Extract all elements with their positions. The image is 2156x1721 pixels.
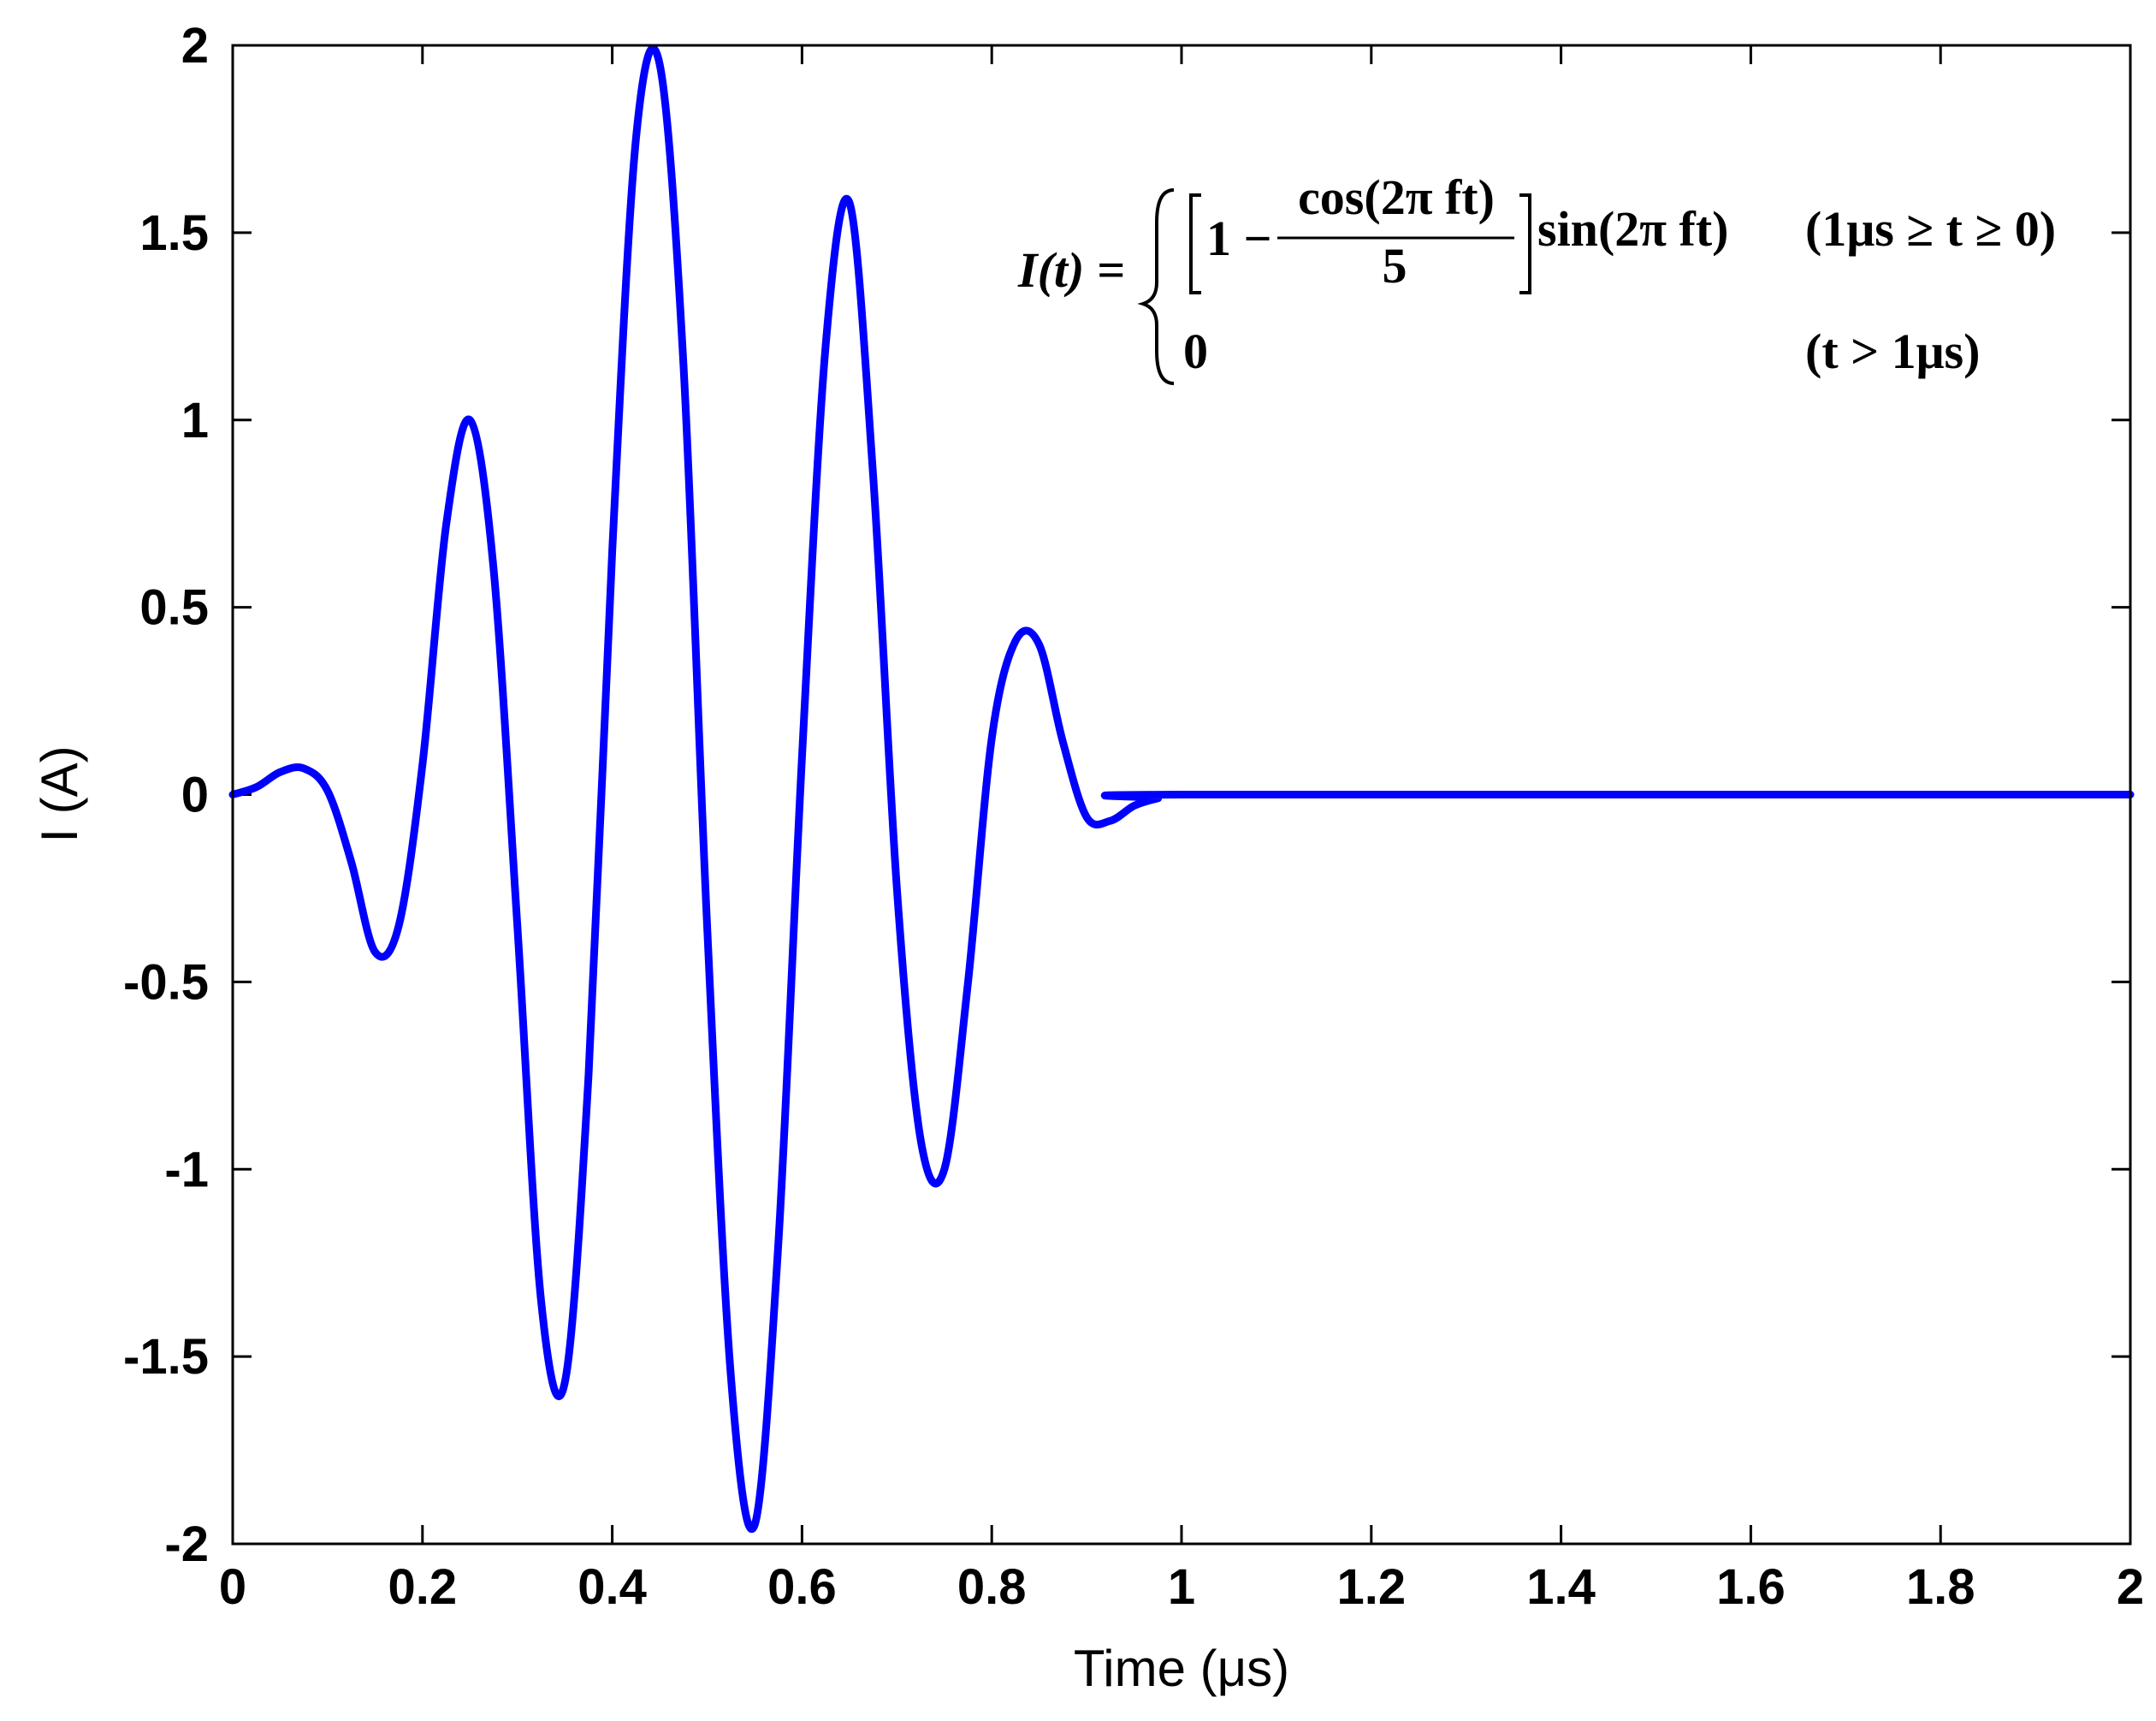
x-tick-label: 1.8 bbox=[1906, 1559, 1975, 1615]
equation-brace bbox=[1137, 188, 1175, 385]
y-tick-label: -2 bbox=[164, 1516, 209, 1572]
equation-condition-1: (1μs ≥ t ≥ 0) bbox=[1805, 201, 2056, 257]
y-tick-label: 1 bbox=[181, 393, 209, 448]
x-tick-label: 1.2 bbox=[1336, 1559, 1406, 1615]
y-axis-label: I (A) bbox=[31, 745, 88, 842]
equation-annotation: I(t) = 1 − cos(2π ft) 5 sin(2π ft) (1μs … bbox=[1017, 169, 2056, 385]
x-tick-label: 2 bbox=[2117, 1559, 2144, 1615]
equation-right-bracket bbox=[1519, 193, 1531, 294]
y-tick-label: 1.5 bbox=[139, 205, 209, 261]
plot-frame bbox=[231, 44, 2132, 1546]
equation-lhs: I(t) = bbox=[1017, 242, 1125, 298]
equation-left-bracket bbox=[1189, 193, 1201, 294]
x-tick-label: 0 bbox=[219, 1559, 246, 1615]
equation-case-2-value: 0 bbox=[1183, 323, 1208, 379]
y-tick-label: -0.5 bbox=[123, 954, 209, 1010]
equation-denominator: 5 bbox=[1383, 238, 1407, 294]
x-tick-label: 0.8 bbox=[957, 1559, 1027, 1615]
y-tick-label: 2 bbox=[181, 18, 209, 74]
equation-condition-2: (t > 1μs) bbox=[1805, 323, 1980, 379]
x-tick-label: 1.6 bbox=[1716, 1559, 1786, 1615]
series-line bbox=[228, 45, 2135, 1534]
y-tick-label: -1.5 bbox=[123, 1329, 209, 1385]
equation-sine-term: sin(2π ft) bbox=[1537, 201, 1728, 257]
x-tick-label: 0.6 bbox=[767, 1559, 837, 1615]
y-tick-label: -1 bbox=[164, 1142, 209, 1197]
x-tick-label: 0.4 bbox=[578, 1559, 647, 1615]
x-tick-label: 1.4 bbox=[1526, 1559, 1596, 1615]
equation-numerator: cos(2π ft) bbox=[1298, 169, 1495, 225]
equation-one-minus: 1 − bbox=[1206, 211, 1272, 266]
x-tick-label: 1 bbox=[1168, 1559, 1195, 1615]
y-tick-label: 0.5 bbox=[139, 580, 209, 636]
tick-labels: 0 0.2 0.4 0.6 0.8 1 1.2 1.4 1.6 1.8 2 -2 -1.5 -1 -0.5 0… bbox=[123, 18, 2144, 1615]
y-tick-label: 0 bbox=[181, 768, 209, 823]
x-axis-label: Time (μs) bbox=[1074, 1640, 1289, 1697]
x-tick-label: 0.2 bbox=[388, 1559, 457, 1615]
